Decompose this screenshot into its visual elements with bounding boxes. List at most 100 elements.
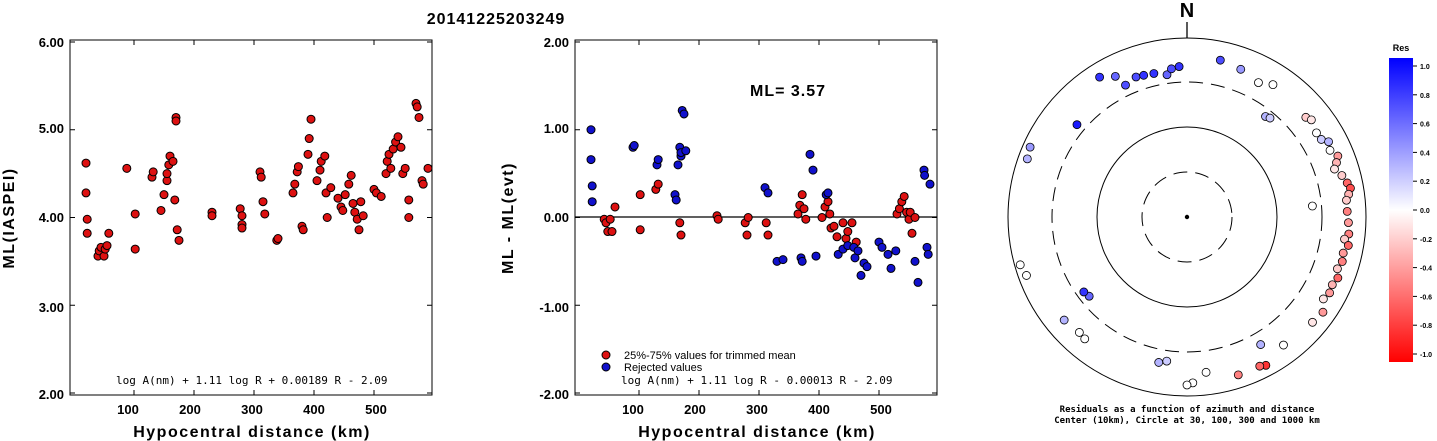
- data-point: [81, 188, 91, 198]
- data-points: [586, 105, 935, 287]
- data-point: [797, 256, 807, 266]
- station-point: [1318, 294, 1328, 304]
- data-point: [130, 244, 140, 254]
- station-point: [1338, 248, 1348, 258]
- station-point: [1342, 195, 1351, 205]
- data-point: [679, 109, 689, 119]
- station-point: [1121, 80, 1130, 90]
- data-point: [825, 209, 835, 219]
- formula-text: log A(nm) + 1.11 log R + 0.00189 R - 2.0…: [116, 374, 388, 387]
- data-point: [856, 270, 866, 280]
- data-point: [829, 221, 839, 231]
- station-point: [1342, 207, 1352, 216]
- data-point: [763, 188, 773, 198]
- station-point: [1318, 307, 1328, 317]
- legend-marker-rejected: [601, 362, 611, 372]
- station-point: [1265, 113, 1275, 123]
- data-point: [853, 246, 863, 256]
- station-point: [1110, 71, 1120, 81]
- colorbar-tick-label: 0.4: [1420, 150, 1430, 157]
- data-point: [340, 190, 350, 200]
- station-point: [1308, 317, 1317, 327]
- data-point: [838, 218, 848, 228]
- data-point: [298, 225, 308, 235]
- data-point: [293, 162, 303, 172]
- station-point: [1139, 70, 1149, 80]
- data-point: [400, 163, 410, 173]
- data-point: [174, 235, 184, 245]
- legend-label-rejected: Rejected values: [624, 362, 703, 374]
- data-point: [676, 230, 686, 240]
- data-point: [635, 190, 645, 200]
- colorbar-tick-label: -0.8: [1420, 323, 1432, 330]
- data-point: [320, 151, 330, 161]
- data-point: [843, 227, 853, 237]
- data-point: [288, 188, 298, 198]
- y-tick-label: 2.00: [39, 387, 64, 402]
- station-point: [1233, 370, 1243, 380]
- data-point: [414, 112, 424, 122]
- colorbar-tick-label: -1.0: [1420, 352, 1432, 359]
- data-point: [273, 234, 283, 244]
- data-point: [886, 263, 896, 273]
- page-title: 20141225203249: [427, 11, 566, 28]
- station-point: [1254, 78, 1263, 88]
- data-point: [82, 214, 92, 224]
- data-point: [761, 218, 771, 228]
- x-axis-label: Hypocentral distance (km): [638, 424, 876, 441]
- colorbar-tick-label: -0.2: [1420, 237, 1432, 244]
- y-tick-label: 1.00: [544, 121, 569, 136]
- data-point: [290, 179, 300, 189]
- station-point: [1162, 70, 1172, 80]
- data-point: [358, 211, 368, 221]
- data-point: [653, 155, 663, 165]
- data-point: [354, 225, 364, 235]
- data-point: [356, 197, 366, 207]
- station-point: [1325, 288, 1335, 298]
- data-point: [907, 228, 917, 238]
- data-point: [586, 125, 596, 135]
- panel-ml-iaspei: 6.00 5.00 4.00 3.00 2.00 100 200 300 400…: [1, 35, 433, 441]
- data-point: [923, 249, 933, 259]
- x-axis-label: Hypocentral distance (km): [133, 424, 371, 441]
- station-point: [1312, 128, 1321, 138]
- station-point: [1215, 55, 1225, 65]
- data-point: [172, 225, 182, 235]
- colorbar-gradient: [1389, 58, 1413, 362]
- x-tick-label: 500: [870, 402, 892, 417]
- data-point: [743, 213, 753, 222]
- data-point: [778, 255, 788, 265]
- station-point: [1316, 135, 1326, 144]
- data-point: [811, 251, 821, 261]
- data-point: [171, 116, 181, 126]
- axis-ticks: [575, 40, 937, 395]
- colorbar-tick-label: 0.8: [1420, 93, 1430, 100]
- station-point: [1095, 72, 1105, 82]
- x-tick-label: 300: [746, 402, 768, 417]
- data-point: [102, 241, 112, 251]
- axis-ticks: [70, 40, 432, 395]
- panel-ml-residual: 2.00 1.00 0.00 -1.00 -2.00 100 200 300 4…: [500, 35, 938, 441]
- data-point: [237, 211, 247, 221]
- y-tick-label: -1.00: [539, 300, 569, 315]
- y-tick-label: -2.00: [539, 387, 569, 402]
- colorbar-tick-label: -0.4: [1420, 266, 1432, 273]
- formula-text: log A(nm) + 1.11 log R - 0.00013 R - 2.0…: [621, 374, 893, 387]
- data-point: [237, 223, 247, 233]
- data-point: [817, 213, 827, 222]
- plot-frame: [69, 39, 433, 396]
- range-circle-30km: [1141, 171, 1233, 263]
- station-point: [1154, 358, 1164, 367]
- data-point: [823, 188, 833, 198]
- data-point: [913, 277, 923, 287]
- station-point: [1174, 62, 1184, 71]
- data-point: [404, 213, 414, 222]
- station-point: [1268, 80, 1278, 90]
- y-tick-label: 0.00: [544, 210, 569, 225]
- data-point: [910, 256, 920, 266]
- data-point: [587, 181, 597, 191]
- data-point: [605, 214, 615, 224]
- data-point: [883, 249, 893, 259]
- data-point: [260, 209, 270, 219]
